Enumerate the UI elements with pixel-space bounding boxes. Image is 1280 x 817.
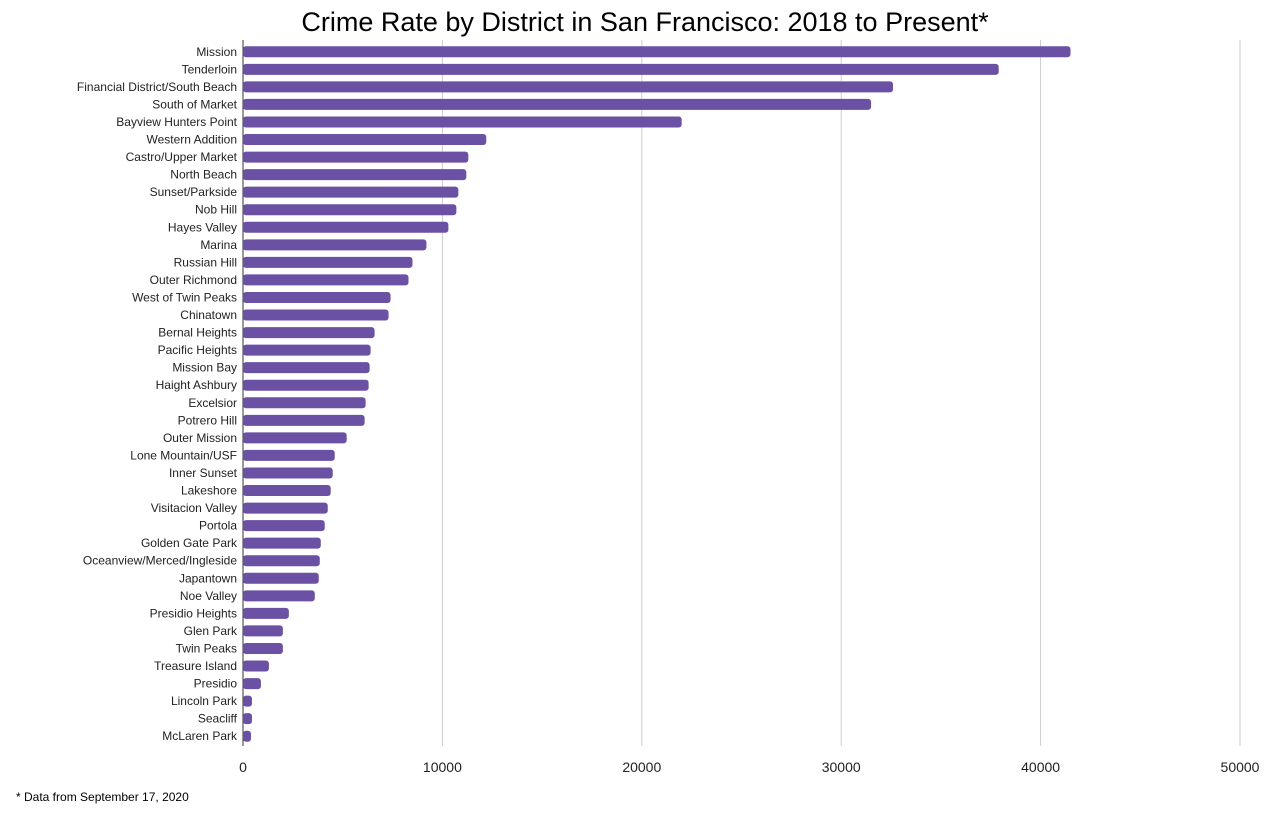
bar — [243, 81, 894, 93]
category-label: Bernal Heights — [158, 326, 237, 340]
bar — [243, 537, 321, 549]
category-label: Japantown — [179, 571, 237, 585]
bar — [243, 625, 283, 637]
category-label: McLaren Park — [162, 729, 238, 743]
bar — [243, 713, 252, 725]
category-label: Western Addition — [147, 133, 238, 147]
category-label: Mission Bay — [172, 361, 237, 375]
category-label: Castro/Upper Market — [126, 150, 238, 164]
category-label: Nob Hill — [195, 203, 237, 217]
category-label: Visitacion Valley — [151, 501, 237, 515]
category-label: Lakeshore — [181, 484, 237, 498]
x-tick-label: 10000 — [423, 759, 462, 775]
bar — [243, 590, 315, 602]
category-label: North Beach — [170, 168, 237, 182]
bar — [243, 642, 283, 654]
category-label: Excelsior — [188, 396, 237, 410]
bar — [243, 116, 682, 128]
category-label: Lone Mountain/USF — [130, 448, 237, 462]
category-label: Pacific Heights — [158, 343, 237, 357]
bar — [243, 432, 347, 444]
category-label: Golden Gate Park — [141, 536, 238, 550]
bar — [243, 46, 1071, 58]
category-label: Sunset/Parkside — [150, 185, 238, 199]
category-label: Inner Sunset — [169, 466, 238, 480]
category-labels: Mission Tenderloin Financial District/Sout… — [77, 45, 238, 743]
x-tick-label: 40000 — [1021, 759, 1060, 775]
category-label: Portola — [199, 519, 237, 533]
bar — [243, 555, 320, 567]
bar — [243, 485, 331, 497]
category-label: Presidio — [194, 677, 238, 691]
bar — [243, 327, 375, 339]
bar — [243, 607, 289, 619]
bars — [243, 46, 1071, 742]
bar — [243, 362, 370, 374]
bar — [243, 660, 269, 672]
category-label: Marina — [200, 238, 237, 252]
category-label: Outer Richmond — [150, 273, 237, 287]
x-tick-label: 50000 — [1221, 759, 1260, 775]
category-label: Lincoln Park — [171, 694, 238, 708]
bar — [243, 449, 335, 461]
bar — [243, 274, 409, 286]
x-tick-label: 0 — [239, 759, 247, 775]
category-label: Russian Hill — [174, 255, 237, 269]
category-label: Hayes Valley — [168, 220, 237, 234]
x-tick-label: 20000 — [622, 759, 661, 775]
bar — [243, 151, 469, 163]
bar — [243, 344, 371, 356]
category-label: Glen Park — [184, 624, 238, 638]
bar — [243, 204, 457, 216]
category-label: Oceanview/Merced/Ingleside — [83, 554, 237, 568]
category-label: Potrero Hill — [178, 413, 237, 427]
category-label: Treasure Island — [154, 659, 237, 673]
bar — [243, 98, 872, 110]
x-axis-tick-labels: 0 10000 20000 30000 40000 50000 — [239, 759, 1260, 775]
bar — [243, 169, 467, 181]
category-label: Presidio Heights — [150, 606, 237, 620]
category-label: Noe Valley — [180, 589, 237, 603]
bar — [243, 695, 252, 707]
bar — [243, 678, 261, 690]
category-label: Financial District/South Beach — [77, 80, 237, 94]
bar — [243, 239, 427, 251]
chart-title: Crime Rate by District in San Francisco:… — [301, 7, 989, 37]
category-label: Outer Mission — [163, 431, 237, 445]
bar — [243, 572, 319, 584]
x-tick-label: 30000 — [822, 759, 861, 775]
category-label: Chinatown — [180, 308, 237, 322]
bar — [243, 291, 391, 303]
category-label: Haight Ashbury — [156, 378, 237, 392]
bar — [243, 186, 459, 198]
bar — [243, 414, 365, 426]
bar — [243, 520, 325, 532]
category-label: West of Twin Peaks — [132, 290, 237, 304]
category-label: Mission — [196, 45, 237, 59]
bar — [243, 730, 251, 742]
bar — [243, 379, 369, 391]
category-label: South of Market — [152, 97, 237, 111]
bar — [243, 63, 999, 75]
bar — [243, 256, 413, 268]
bar — [243, 221, 449, 233]
bar — [243, 397, 366, 409]
category-label: Seacliff — [198, 712, 238, 726]
category-label: Bayview Hunters Point — [116, 115, 237, 129]
bar — [243, 467, 333, 479]
bar — [243, 502, 328, 514]
category-label: Tenderloin — [182, 62, 237, 76]
category-label: Twin Peaks — [176, 641, 237, 655]
gridlines — [242, 40, 1241, 746]
bar — [243, 134, 487, 146]
footnote: * Data from September 17, 2020 — [16, 790, 189, 804]
bar — [243, 309, 389, 321]
